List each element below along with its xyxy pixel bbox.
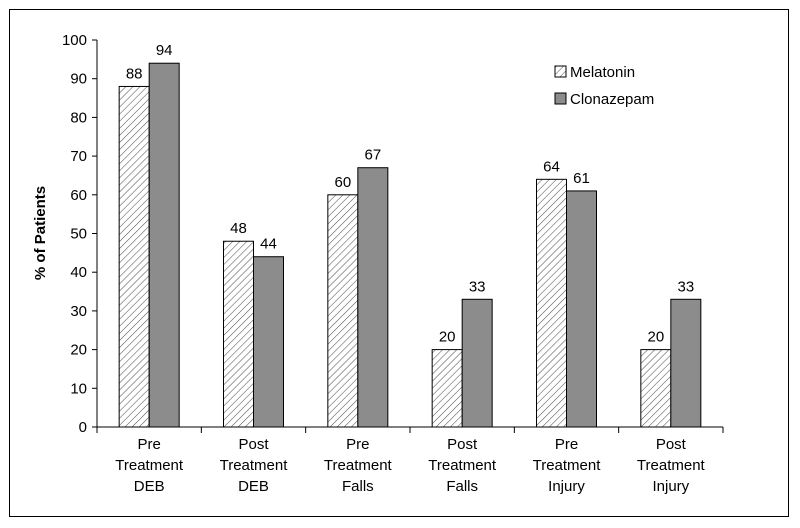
x-tick-label-line: Treatment	[324, 457, 393, 474]
data-label: 61	[573, 170, 590, 187]
x-tick-label-line: DEB	[238, 478, 269, 495]
x-tick-label-line: DEB	[134, 478, 165, 495]
x-tick-label: Pre Treatment Falls	[324, 436, 393, 495]
bar-melatonin	[536, 178, 567, 428]
chart-frame	[9, 9, 789, 517]
x-tick-label-line: Falls	[446, 478, 478, 495]
bars: 88 48 60 20 64 20 94 44 67 33 61 33	[118, 42, 702, 428]
x-tick-label-line: Post	[238, 436, 269, 453]
bar-clonazepam	[357, 167, 389, 428]
data-label: 20	[647, 329, 664, 346]
data-label: 20	[439, 329, 456, 346]
bar-melatonin	[431, 349, 463, 428]
x-tick-label-line: Treatment	[533, 457, 602, 474]
data-label: 48	[230, 220, 247, 237]
x-tick-label-line: Post	[447, 436, 478, 453]
y-tick-label: 50	[70, 226, 87, 243]
data-label: 33	[677, 278, 694, 295]
data-label: 88	[126, 65, 143, 82]
y-tick-label: 80	[70, 109, 87, 126]
legend: Melatonin Clonazepam	[554, 64, 654, 108]
legend-swatch-clonazepam	[554, 92, 567, 105]
bar-melatonin	[327, 194, 359, 428]
x-tick-label-line: Pre	[137, 436, 160, 453]
y-tick-label: 90	[70, 71, 87, 88]
y-tick-label: 0	[79, 419, 87, 436]
data-label: 64	[543, 158, 560, 175]
bar-clonazepam	[148, 62, 180, 428]
x-tick-label: Pre Treatment Injury	[533, 436, 602, 495]
data-label: 44	[260, 236, 277, 253]
bar-clonazepam	[670, 298, 702, 428]
data-label: 60	[334, 174, 351, 191]
x-tick-label: Post Treatment Injury	[637, 436, 706, 495]
x-tick-label-line: Injury	[652, 478, 689, 495]
x-tick-label-line: Injury	[548, 478, 585, 495]
x-tick-label-line: Treatment	[637, 457, 706, 474]
x-tick-label-line: Post	[656, 436, 687, 453]
x-tick-label-line: Pre	[555, 436, 578, 453]
bar-melatonin	[118, 85, 150, 428]
y-tick-label: 30	[70, 303, 87, 320]
y-tick-label: 40	[70, 264, 87, 281]
y-tick-label: 70	[70, 148, 87, 165]
x-tick-label-line: Pre	[346, 436, 369, 453]
bar-clonazepam	[253, 256, 284, 428]
x-tick-label: Pre Treatment DEB	[115, 436, 184, 495]
x-tick-label-line: Treatment	[220, 457, 289, 474]
bar-melatonin	[640, 349, 672, 428]
bar-clonazepam	[566, 190, 597, 428]
x-tick-label: Post Treatment Falls	[428, 436, 497, 495]
data-label: 94	[156, 42, 173, 59]
legend-label-clonazepam: Clonazepam	[570, 91, 654, 108]
y-axis-label: % of Patients	[32, 186, 49, 280]
data-label: 33	[469, 278, 486, 295]
x-tick-label: Post Treatment DEB	[220, 436, 289, 495]
legend-swatch-melatonin	[554, 65, 567, 78]
y-tick-label: 100	[62, 32, 87, 49]
bar-clonazepam	[461, 298, 493, 428]
x-tick-label-line: Treatment	[115, 457, 184, 474]
y-tick-label: 60	[70, 187, 87, 204]
x-tick-label-line: Treatment	[428, 457, 497, 474]
data-label: 67	[364, 147, 381, 164]
y-tick-label: 10	[70, 380, 87, 397]
x-tick-label-line: Falls	[342, 478, 374, 495]
bar-melatonin	[223, 240, 254, 428]
y-tick-label: 20	[70, 342, 87, 359]
legend-label-melatonin: Melatonin	[570, 64, 635, 81]
